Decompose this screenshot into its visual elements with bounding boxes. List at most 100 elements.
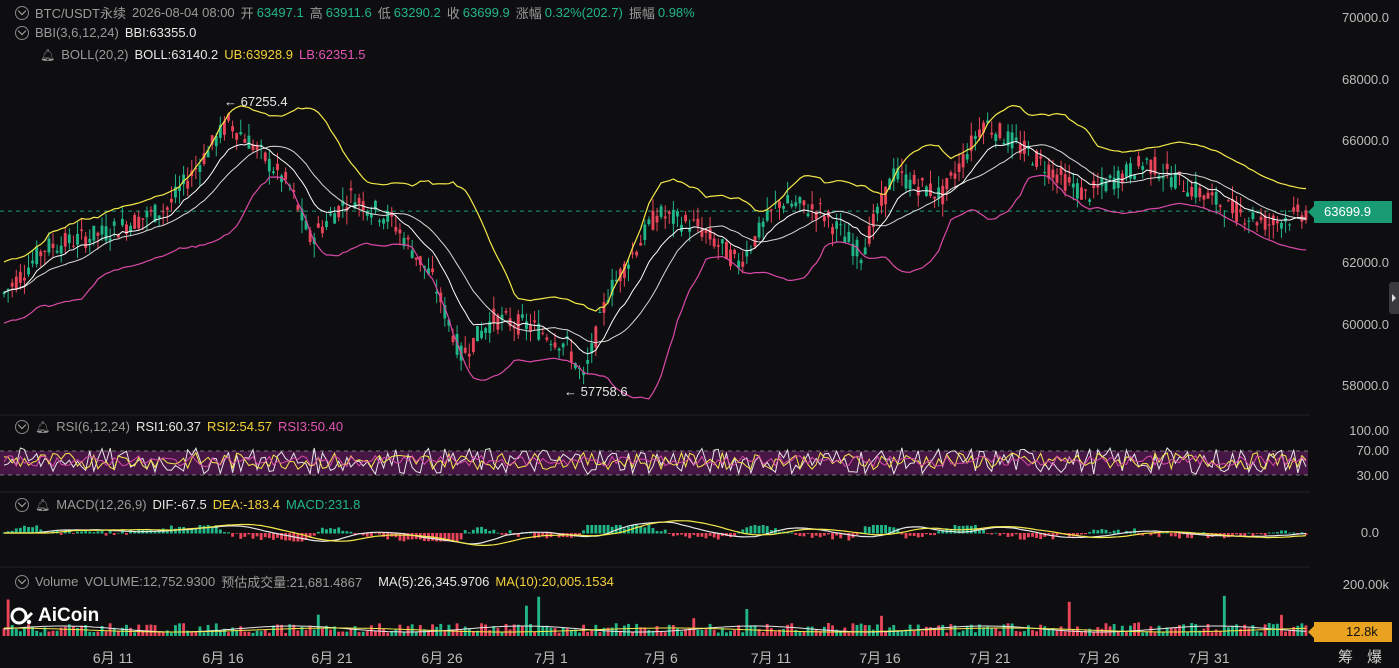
volume-bar	[1018, 631, 1022, 636]
volume-bar	[712, 629, 716, 636]
volume-bar	[120, 627, 124, 636]
volume-bar	[125, 624, 128, 636]
candle-body	[406, 237, 410, 240]
volume-bar	[610, 627, 614, 636]
volume-bar	[1235, 624, 1239, 636]
volume-bar	[761, 632, 765, 636]
bell-icon[interactable]: 🔔︎	[35, 419, 51, 434]
volume-bar	[500, 632, 504, 636]
volume-bar	[1112, 623, 1116, 636]
macd-bar	[994, 532, 998, 534]
collapse-icon[interactable]	[15, 5, 29, 20]
candle-body	[1231, 199, 1234, 214]
macd-bar	[263, 533, 267, 538]
volume-bar	[1194, 624, 1198, 636]
candle-body	[594, 326, 598, 348]
bell-icon[interactable]: 🔔︎	[35, 497, 51, 512]
macd-bar	[982, 529, 985, 534]
volume-bar	[325, 625, 328, 636]
candle-body	[1226, 200, 1230, 202]
volume-bar	[1051, 628, 1055, 636]
volume-bar	[627, 623, 630, 636]
macd-bar	[308, 533, 312, 538]
candle-body	[888, 178, 892, 190]
macd-bar	[1116, 529, 1120, 534]
candle-body	[557, 348, 561, 351]
volume-ma10-line	[4, 627, 1307, 633]
volume-bar	[602, 627, 606, 636]
volume-bar	[953, 625, 957, 636]
volume-bar	[320, 628, 324, 636]
macd-bar	[480, 526, 483, 534]
liquidation-button[interactable]: 爆	[1367, 649, 1383, 666]
volume-bar	[1178, 625, 1181, 636]
candle-body	[353, 202, 357, 209]
candle-body	[357, 197, 361, 204]
volume-tick: 200.00k	[1342, 577, 1389, 592]
macd-bar	[835, 533, 839, 536]
volume-bar	[1259, 632, 1263, 636]
candle-body	[471, 338, 475, 352]
volume-bar	[255, 630, 259, 636]
macd-bar	[447, 533, 451, 542]
volume-bar	[210, 630, 214, 636]
candle-body	[402, 237, 406, 247]
macd-bar	[288, 533, 292, 541]
volume-bar	[263, 629, 267, 636]
candle-body	[757, 222, 761, 238]
volume-bar	[55, 630, 59, 636]
volume-bar	[222, 628, 226, 636]
candle-body	[1190, 186, 1194, 197]
candle-body	[414, 257, 418, 260]
collapse-icon[interactable]	[15, 25, 29, 40]
candle-body	[76, 233, 79, 245]
volume-bar	[1251, 625, 1255, 636]
macd-bar	[614, 525, 618, 534]
candle-body	[884, 186, 888, 205]
macd-bar	[790, 532, 794, 534]
date-tick: 7月 11	[750, 650, 792, 666]
candle-body	[1173, 173, 1177, 189]
macd-bar	[924, 533, 928, 535]
macd-bar	[320, 527, 324, 534]
macd-bar	[757, 525, 761, 534]
collapse-icon[interactable]	[15, 574, 29, 589]
side-panel-toggle[interactable]	[1389, 282, 1399, 314]
volume-bar	[1271, 624, 1275, 636]
volume-bar	[961, 630, 965, 636]
macd-bar	[749, 525, 753, 534]
candle-body	[720, 239, 724, 244]
candle-body	[1239, 209, 1243, 213]
candle-body	[129, 225, 132, 233]
volume-bar	[765, 623, 769, 636]
candle-body	[769, 209, 773, 211]
volume-bar	[92, 632, 96, 636]
candle-body	[308, 230, 312, 243]
candle-body	[773, 203, 777, 205]
bbi-legend: BBI(3,6,12,24) BBI:63355.0	[0, 25, 202, 40]
rsi1-value: RSI1:60.37	[135, 419, 201, 434]
high-label: 高	[309, 6, 323, 21]
volume-ma10: MA(10):20,005.1534	[495, 574, 614, 589]
macd-bar	[406, 533, 410, 540]
macd-bar	[582, 530, 586, 534]
macd-bar	[745, 527, 749, 534]
collapse-icon[interactable]	[15, 497, 29, 512]
candle-body	[504, 311, 508, 313]
macd-bar	[537, 533, 541, 538]
macd-tick: 0.0	[1360, 525, 1379, 540]
volume-bar	[402, 631, 406, 636]
candle-body	[651, 210, 655, 230]
volume-bar	[247, 631, 251, 636]
volume-bar	[1239, 628, 1243, 636]
volume-bar	[231, 627, 235, 636]
collapse-icon[interactable]	[15, 419, 29, 434]
chip-distribution-button[interactable]: 筹	[1338, 649, 1354, 666]
bell-icon[interactable]: 🔔︎	[40, 47, 56, 62]
macd-bar	[80, 531, 84, 534]
volume-bar	[982, 627, 985, 636]
macd-bar	[325, 529, 328, 534]
candle-body	[859, 259, 863, 264]
